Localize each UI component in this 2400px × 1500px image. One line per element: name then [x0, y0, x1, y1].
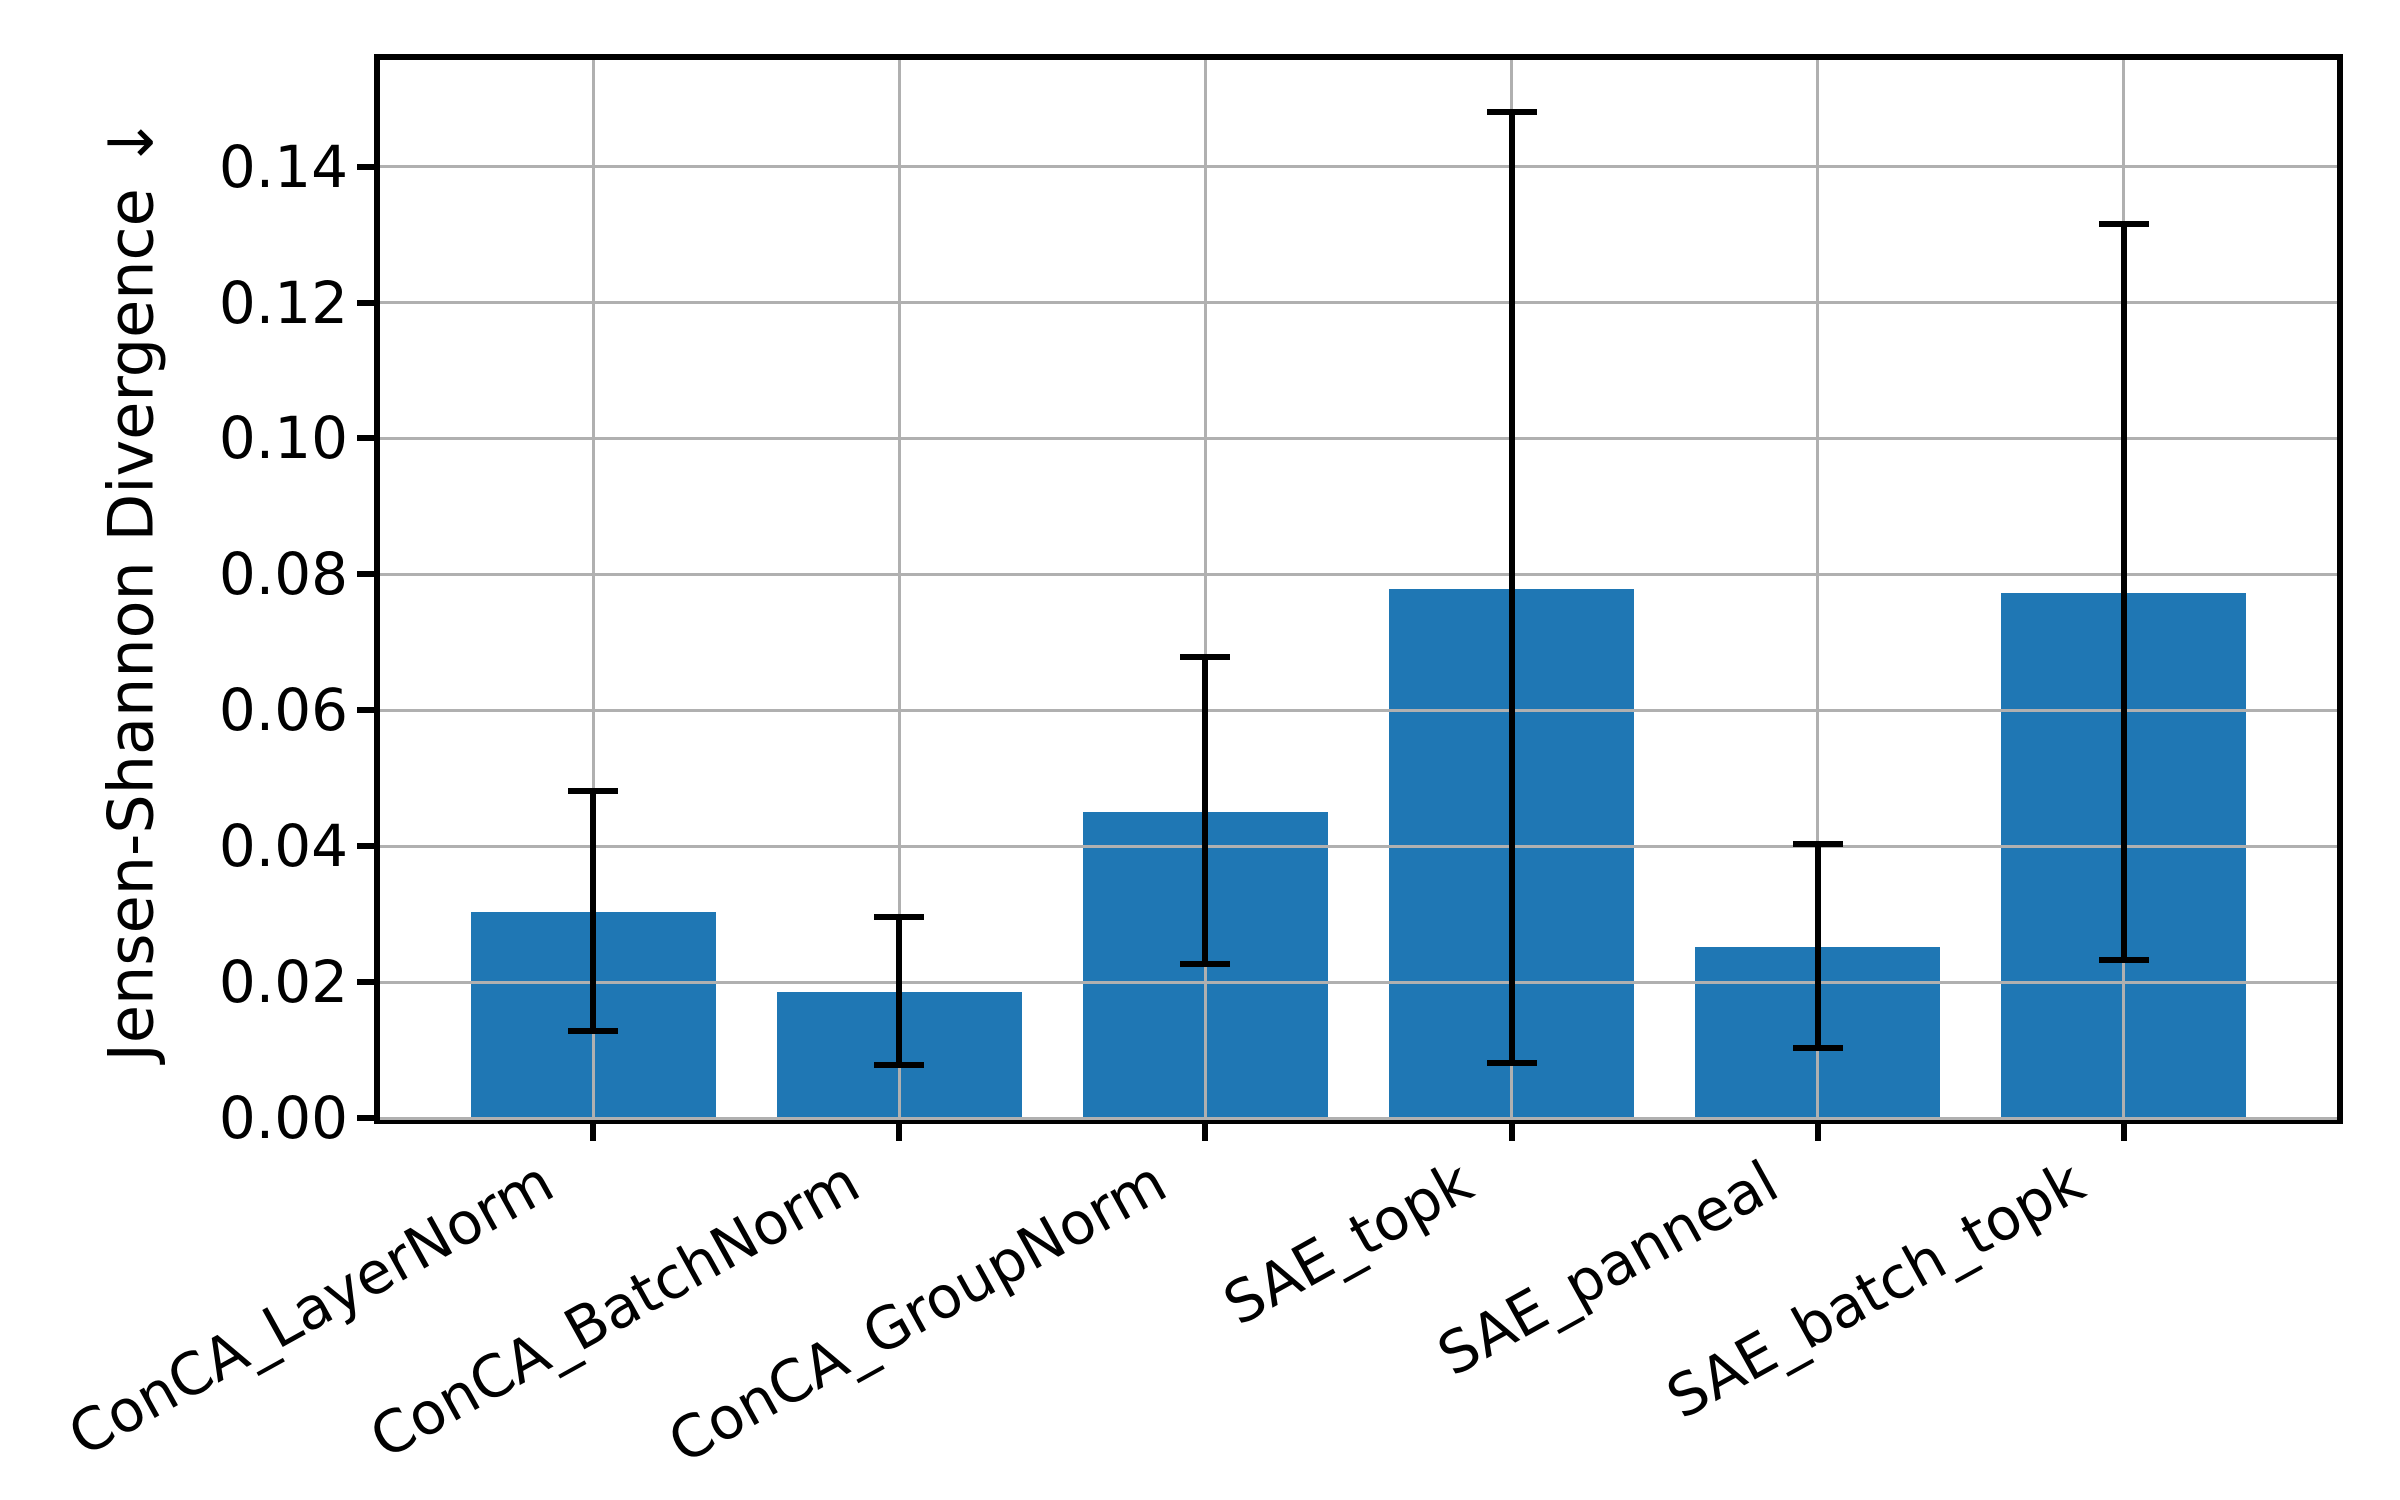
x-tick [2120, 1124, 2127, 1141]
x-tick [590, 1124, 597, 1141]
y-tick-label: 0.06 [218, 676, 348, 745]
h-gridline [380, 844, 2337, 848]
error-bar-cap-top [2098, 220, 2149, 227]
x-tick [1814, 1124, 1821, 1141]
y-tick-label: 0.00 [218, 1084, 348, 1152]
v-gridline [897, 60, 901, 1118]
error-bar-cap-top [1486, 108, 1537, 115]
h-gridline [380, 572, 2337, 576]
x-tick-label-text: ConCA_LayerNorm [57, 1147, 565, 1470]
y-tick-label: 0.10 [218, 404, 348, 473]
h-gridline [380, 436, 2337, 440]
y-tick [357, 299, 374, 306]
x-tick-label-text: ConCA_BatchNorm [359, 1147, 871, 1472]
error-bar-cap-top [1792, 841, 1843, 848]
x-tick [1202, 1124, 1209, 1141]
h-gridline [380, 165, 2337, 169]
plot-area [374, 54, 2343, 1124]
error-bar-cap-bottom [568, 1028, 619, 1035]
error-bar-line [590, 791, 597, 1031]
error-bar-line [2120, 223, 2127, 960]
h-gridline [380, 980, 2337, 984]
error-bar-cap-top [874, 913, 925, 920]
y-tick [357, 1115, 374, 1121]
v-gridline [1203, 60, 1207, 1118]
h-gridline [380, 1116, 2337, 1120]
error-bar-cap-top [1180, 654, 1231, 661]
y-tick-label: 0.14 [218, 132, 348, 201]
error-bar-line [1508, 111, 1515, 1063]
y-tick-label: 0.02 [218, 948, 348, 1017]
error-bar-cap-bottom [2098, 956, 2149, 963]
error-bar-cap-bottom [1486, 1059, 1537, 1066]
h-gridline [380, 708, 2337, 712]
error-bar-cap-top [568, 788, 619, 795]
y-tick [357, 979, 374, 986]
error-bar-cap-bottom [1792, 1045, 1843, 1051]
x-tick [896, 1124, 903, 1141]
error-bar-line [896, 916, 903, 1065]
y-tick-label: 0.12 [218, 268, 348, 337]
y-tick-label: 0.04 [218, 812, 348, 881]
error-bar-cap-bottom [874, 1061, 925, 1068]
error-bar-cap-bottom [1180, 961, 1231, 968]
y-tick [357, 435, 374, 442]
v-gridline [1816, 60, 1820, 1118]
v-gridline [591, 60, 595, 1118]
y-tick [357, 843, 374, 850]
h-gridline [380, 301, 2337, 305]
y-tick-label: 0.08 [218, 540, 348, 609]
error-bars-layer [380, 60, 2337, 1118]
y-tick [357, 163, 374, 170]
y-tick [357, 707, 374, 714]
error-bar-line [1814, 844, 1821, 1048]
y-tick [357, 571, 374, 578]
x-tick [1508, 1124, 1515, 1141]
x-tick-label-text: SAE_topk [1212, 1147, 1484, 1339]
x-tick-label-text: ConCA_GroupNorm [657, 1147, 1177, 1477]
error-bar-line [1202, 657, 1209, 965]
